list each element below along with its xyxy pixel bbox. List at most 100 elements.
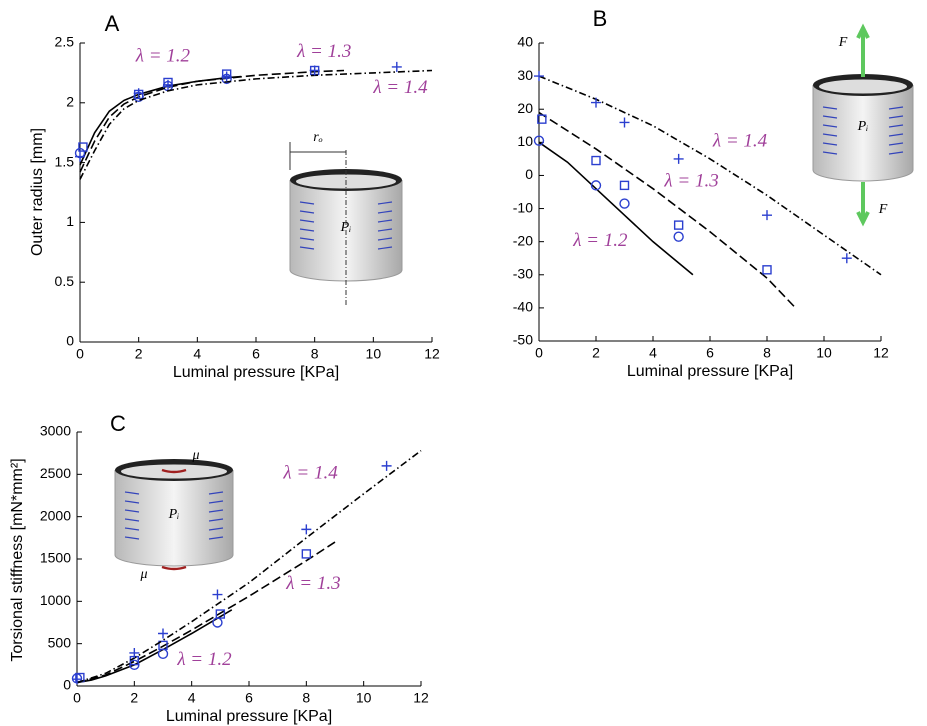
pressure-hatch [888, 106, 904, 110]
curve-label: λ = 1.2 [176, 649, 232, 670]
cylinder-icon [114, 459, 234, 567]
x-tick-label: 8 [302, 690, 310, 706]
x-tick-label: 6 [245, 690, 253, 706]
y-tick-label: 40 [517, 34, 533, 50]
data-point [221, 71, 232, 82]
cylinder-icon [812, 74, 914, 182]
y-tick-label: -50 [513, 332, 533, 348]
data-point [673, 220, 684, 230]
data-point [158, 640, 168, 651]
pressure-hatch [377, 228, 393, 232]
torque-arrow [161, 468, 187, 474]
pressure-hatch [377, 210, 393, 214]
curve-label: λ = 1.4 [282, 463, 338, 484]
pressure-hatch [208, 536, 224, 540]
icon-label: μ [191, 448, 199, 463]
data-point [72, 674, 82, 685]
data-point [619, 180, 630, 191]
y-axis-label: Outer radius [mm] [29, 128, 46, 256]
x-tick-label: 2 [130, 690, 138, 706]
data-point [133, 88, 144, 99]
data-point [163, 79, 173, 90]
pressure-hatch [822, 142, 838, 146]
data-point [673, 231, 684, 242]
pressure-hatch [822, 115, 838, 119]
curve-label: λ = 1.3 [663, 170, 718, 191]
x-tick-label: 4 [649, 345, 657, 361]
x-tick-label: 4 [193, 346, 201, 362]
data-point [533, 135, 545, 146]
curve-label: λ = 1.2 [135, 46, 191, 67]
x-tick-label: 2 [135, 346, 143, 362]
y-tick-label: 0 [66, 333, 74, 349]
data-point [391, 61, 402, 72]
icon-label: F [878, 202, 888, 217]
pressure-hatch [208, 491, 224, 495]
x-tick-label: 10 [366, 346, 382, 362]
x-tick-label: 12 [873, 345, 889, 361]
pressure-hatch [208, 500, 224, 504]
x-axis-label: Luminal pressure [KPa] [627, 363, 793, 380]
pressure-hatch [822, 124, 838, 128]
pressure-hatch [888, 133, 904, 137]
curve-label: λ = 1.4 [372, 77, 428, 98]
y-tick-label: 1.5 [55, 153, 75, 169]
data-point [841, 253, 852, 264]
y-tick-label: 2500 [40, 465, 71, 481]
data-point [158, 628, 168, 639]
y-tick-label: 2.5 [55, 34, 75, 50]
pressure-hatch [208, 509, 224, 513]
icon-label: Pᵢ [340, 220, 352, 235]
data-point [534, 71, 544, 82]
model-curve [76, 541, 336, 684]
data-point [590, 180, 602, 191]
pressure-hatch [124, 491, 140, 495]
pressure-hatch [299, 246, 315, 250]
pressure-hatch [888, 115, 904, 119]
y-tick-label: 1500 [40, 550, 71, 566]
y-tick-label: 30 [517, 67, 533, 83]
pressure-hatch [124, 536, 140, 540]
x-tick-label: 0 [73, 690, 81, 706]
curve-label: λ = 1.4 [712, 131, 768, 152]
model-curve [79, 69, 433, 180]
y-tick-label: -10 [513, 199, 533, 215]
curve-label: λ = 1.3 [296, 41, 351, 62]
data-point [309, 65, 320, 76]
cylinder-body [812, 85, 914, 182]
pressure-hatch [822, 133, 838, 137]
y-tick-label: 1 [66, 213, 74, 229]
data-point [591, 97, 601, 108]
data-point [619, 117, 630, 128]
y-tick-label: 1000 [40, 592, 71, 608]
pressure-hatch [124, 527, 140, 531]
data-point [762, 210, 772, 221]
data-point [673, 153, 684, 164]
model-curve [538, 141, 694, 276]
pressure-hatch [299, 228, 315, 232]
x-axis-label: Luminal pressure [KPa] [173, 364, 339, 381]
data-point [75, 151, 85, 162]
y-tick-label: -20 [513, 232, 533, 248]
data-point [537, 114, 547, 124]
data-point [301, 549, 312, 559]
pressure-hatch [377, 246, 393, 250]
pressure-hatch [888, 124, 904, 128]
model-curve [76, 449, 422, 684]
x-tick-label: 0 [76, 346, 84, 362]
y-tick-label: -40 [513, 299, 533, 315]
pressure-hatch [299, 210, 315, 214]
icon-label: F [838, 35, 848, 50]
icon-label: Pᵢ [168, 507, 180, 522]
x-tick-label: 4 [188, 690, 196, 706]
data-point [157, 648, 169, 660]
pressure-hatch [888, 142, 904, 146]
panel-label: B [593, 6, 608, 31]
model-curve [79, 69, 345, 173]
panel-label: A [105, 11, 120, 36]
cylinder-body [114, 470, 234, 567]
x-tick-label: 6 [252, 346, 260, 362]
y-tick-label: 500 [48, 634, 72, 650]
data-point [591, 155, 601, 166]
